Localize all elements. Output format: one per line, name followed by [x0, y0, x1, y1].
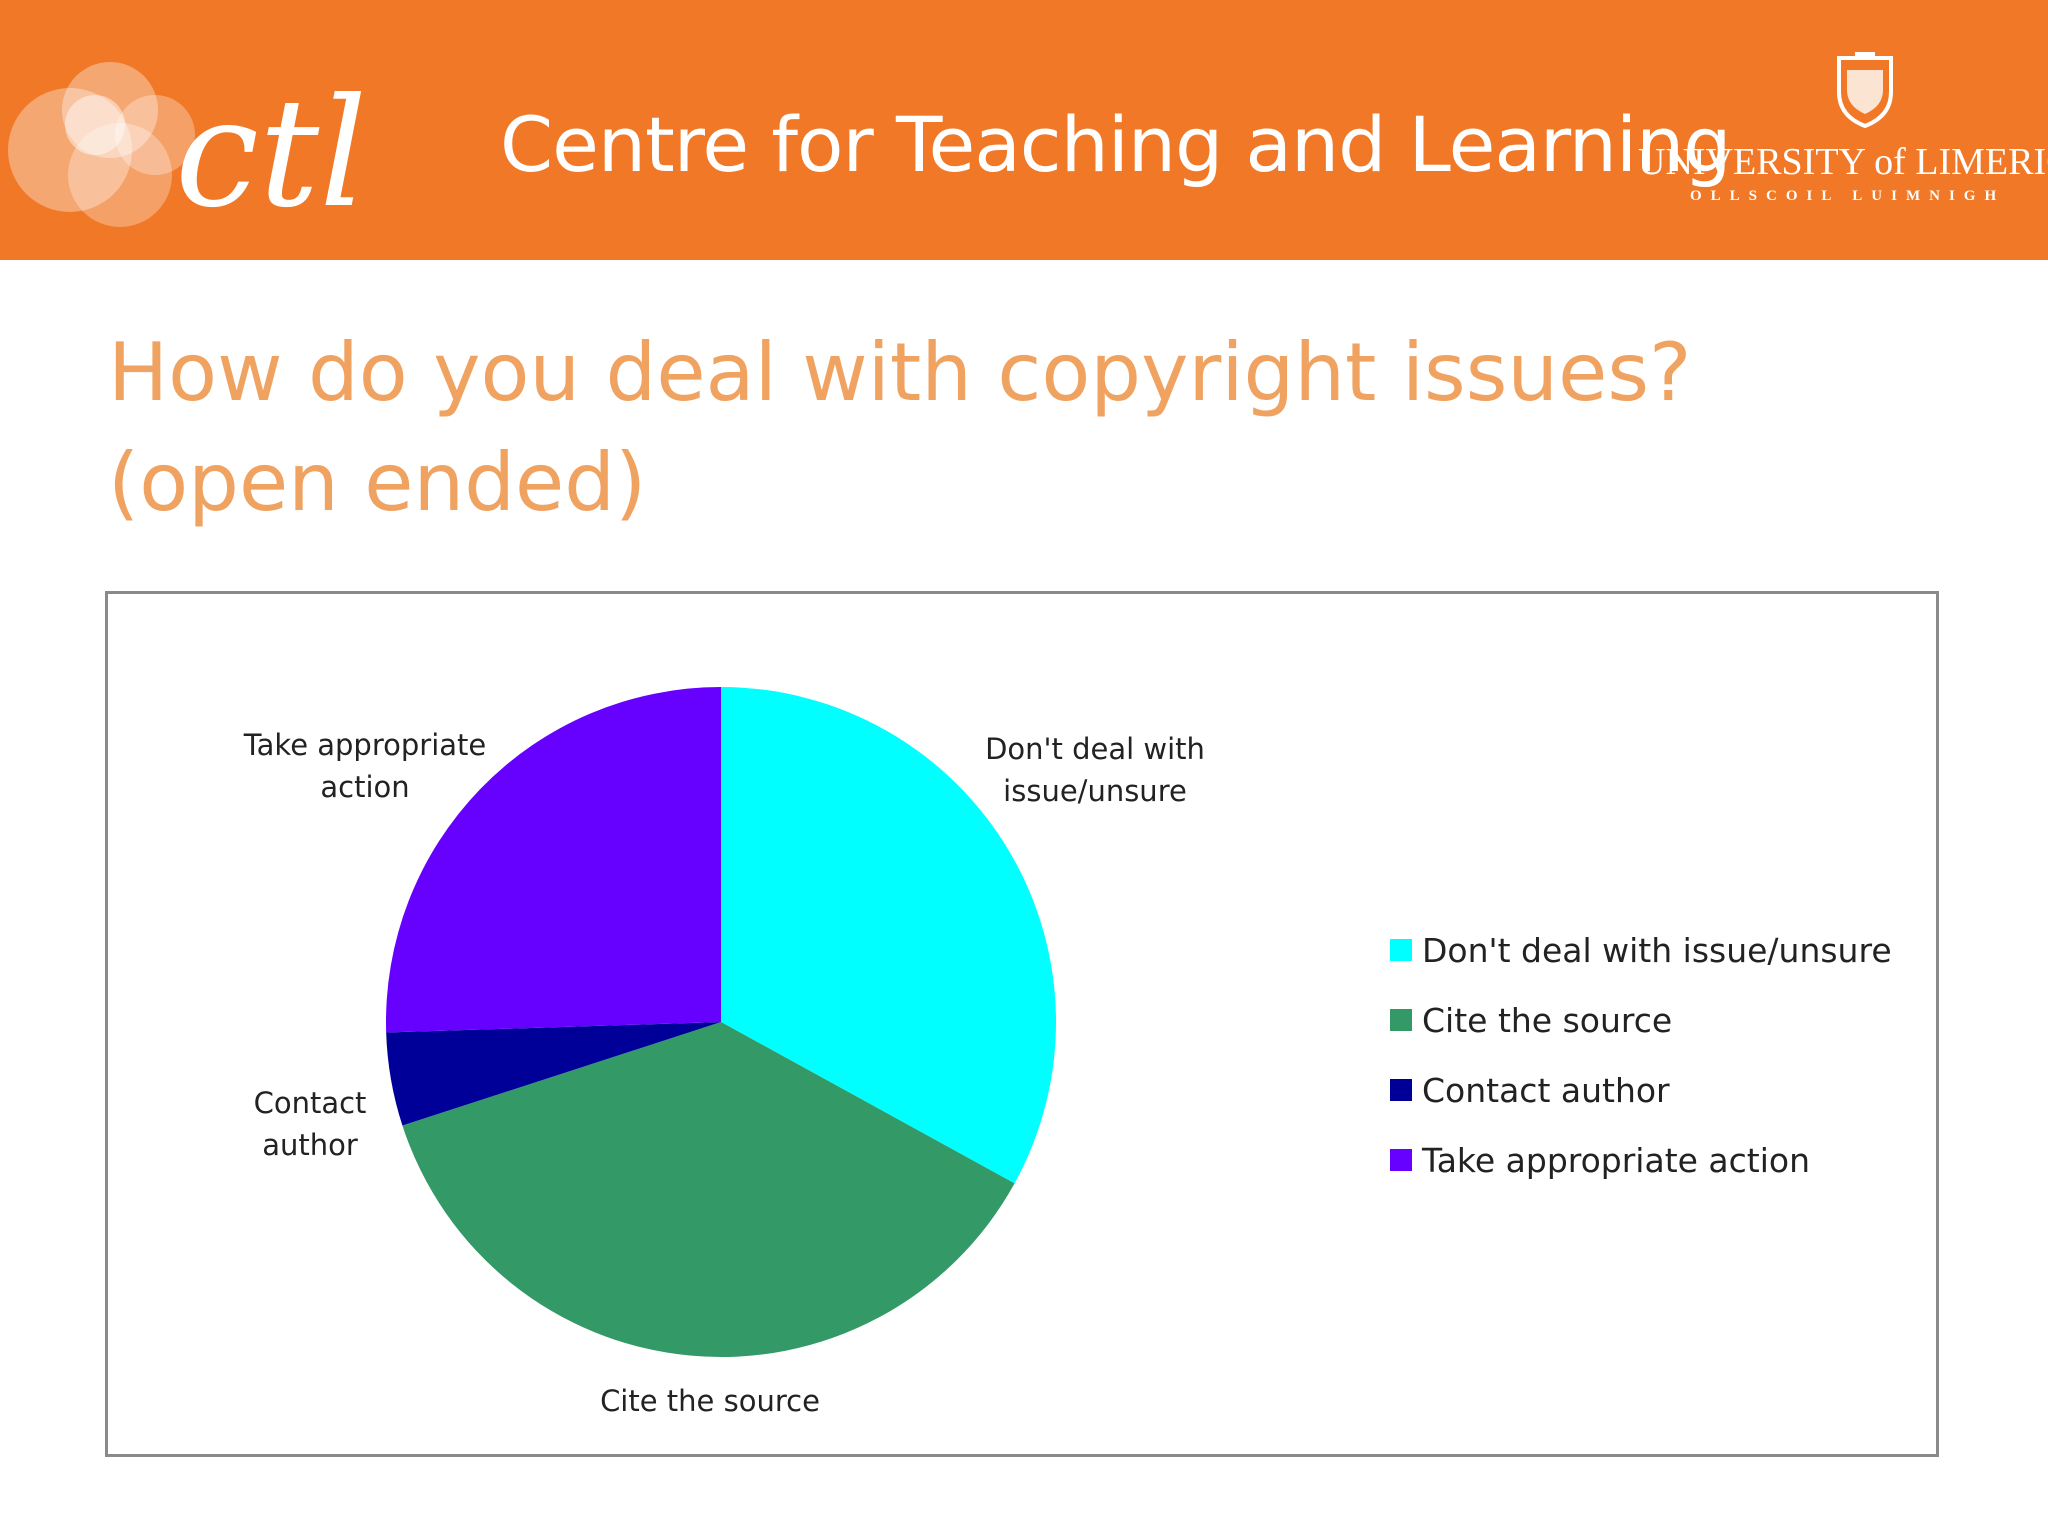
slice-label-line: author — [262, 1128, 358, 1162]
chart-legend: Don't deal with issue/unsure Cite the sou… — [1390, 915, 1950, 1195]
slice-label-line: Don't deal with — [985, 732, 1205, 766]
pie-slice — [721, 687, 1056, 1184]
legend-swatch — [1390, 1149, 1412, 1171]
slice-label: Contact author — [220, 1082, 400, 1166]
slice-label: Don't deal with issue/unsure — [955, 728, 1235, 812]
logo-bubble — [62, 62, 158, 158]
university-subtitle: OLLSCOIL LUIMNIGH — [1690, 188, 2006, 204]
slide-title-line: (open ended) — [108, 436, 647, 529]
pie-slice — [402, 1022, 1015, 1358]
pie-slice — [386, 687, 721, 1033]
legend-item: Don't deal with issue/unsure — [1390, 915, 1950, 985]
slide-title-line: How do you deal with copyright issues? — [108, 326, 1692, 419]
pie-slice — [386, 1022, 721, 1126]
banner-title: Centre for Teaching and Learning — [500, 100, 1732, 189]
logo-bubble — [65, 95, 125, 155]
legend-swatch — [1390, 939, 1412, 961]
legend-label: Take appropriate action — [1422, 1140, 1811, 1180]
legend-item: Contact author — [1390, 1055, 1950, 1125]
slice-label-line: Cite the source — [600, 1384, 820, 1418]
legend-label: Don't deal with issue/unsure — [1422, 930, 1892, 970]
slice-label: Cite the source — [560, 1380, 860, 1422]
header-banner: ctl Centre for Teaching and Learning UNI… — [0, 0, 2048, 260]
university-logo: UNIVERSITY of LIMERICK OLLSCOIL LUIMNIGH — [1620, 40, 2048, 220]
legend-label: Cite the source — [1422, 1000, 1673, 1040]
slice-label-line: Contact — [253, 1086, 367, 1120]
slice-label-line: Take appropriate — [243, 728, 487, 762]
logo-bubble — [68, 123, 172, 227]
logo-text: ctl — [175, 67, 367, 241]
legend-item: Take appropriate action — [1390, 1125, 1950, 1195]
legend-swatch — [1390, 1079, 1412, 1101]
university-name: UNIVERSITY of LIMERICK — [1638, 141, 2048, 183]
slice-label: Take appropriate action — [215, 724, 515, 808]
ctl-logo: ctl — [8, 62, 367, 241]
legend-item: Cite the source — [1390, 985, 1950, 1055]
logo-bubble — [8, 88, 132, 212]
university-crest-icon — [1837, 52, 1893, 129]
slice-label-line: action — [320, 770, 410, 804]
legend-label: Contact author — [1422, 1070, 1670, 1110]
slice-label-line: issue/unsure — [1003, 774, 1187, 808]
slide-title: How do you deal with copyright issues? (… — [108, 318, 1988, 538]
legend-swatch — [1390, 1009, 1412, 1031]
logo-bubble — [115, 95, 195, 175]
